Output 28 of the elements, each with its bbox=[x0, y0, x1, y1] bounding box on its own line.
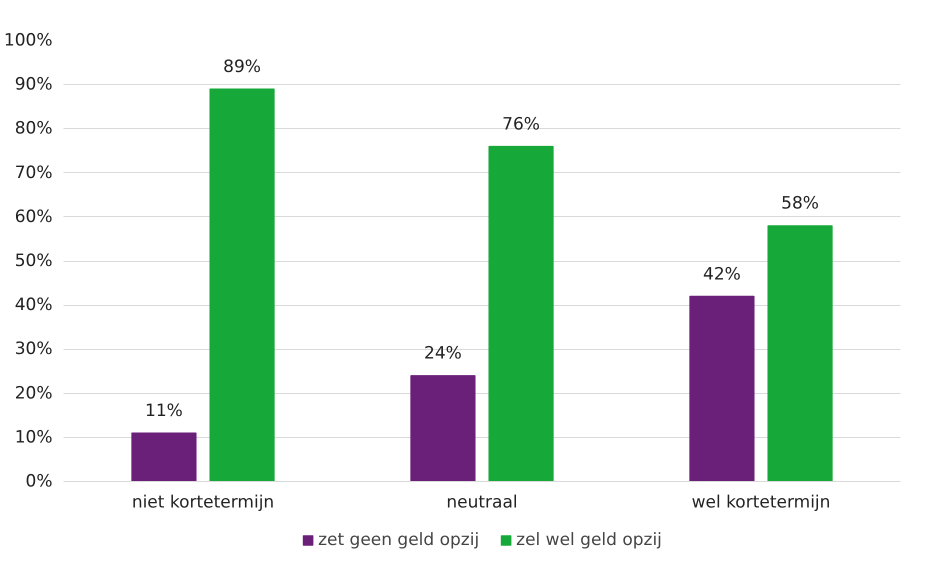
data-label: 24% bbox=[424, 344, 462, 364]
data-label: 76% bbox=[502, 114, 540, 134]
y-tick-label: 30% bbox=[14, 339, 53, 360]
y-tick-label: 0% bbox=[26, 472, 53, 492]
y-tick-label: 10% bbox=[14, 427, 53, 448]
x-tick-label: neutraal bbox=[446, 492, 518, 512]
bar bbox=[767, 225, 833, 482]
y-tick-label: 40% bbox=[14, 295, 53, 316]
bar bbox=[488, 146, 554, 482]
y-tick-label: 20% bbox=[14, 383, 53, 404]
legend-label: zel wel geld opzij bbox=[516, 530, 662, 550]
data-label: 89% bbox=[223, 57, 261, 78]
data-label: 11% bbox=[145, 400, 183, 421]
bar bbox=[209, 88, 275, 482]
bar bbox=[131, 432, 197, 482]
bar bbox=[410, 375, 476, 482]
data-label: 58% bbox=[781, 194, 819, 214]
x-tick-label: wel kortetermijn bbox=[692, 492, 830, 512]
x-tick-label: niet kortetermijn bbox=[132, 492, 274, 512]
legend-label: zet geen geld opzij bbox=[318, 530, 480, 550]
bar bbox=[689, 296, 755, 482]
data-label: 42% bbox=[703, 264, 741, 284]
y-tick-label: 80% bbox=[14, 118, 53, 139]
y-tick-label: 60% bbox=[14, 206, 53, 227]
y-tick-label: 100% bbox=[4, 30, 53, 50]
y-tick-label: 90% bbox=[14, 74, 53, 95]
y-tick-label: 50% bbox=[14, 251, 53, 271]
y-tick-label: 70% bbox=[14, 162, 53, 183]
